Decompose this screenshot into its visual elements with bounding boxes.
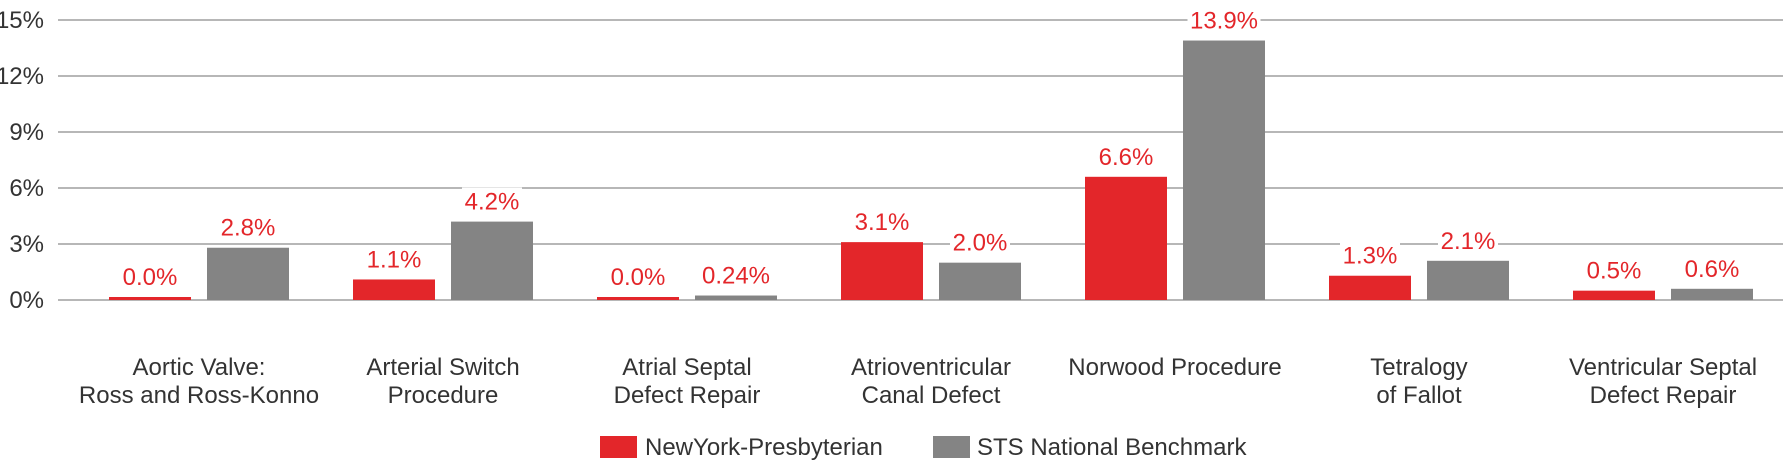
category-label: Procedure (388, 382, 499, 409)
category-label: Defect Repair (1590, 382, 1737, 409)
data-label: 0.0% (611, 264, 666, 291)
legend-label: STS National Benchmark (977, 434, 1247, 461)
category-label: Canal Defect (862, 382, 1001, 409)
data-label-background (950, 228, 1010, 257)
y-axis: 0% 3% 6% 9% 12% 15% (0, 7, 44, 314)
data-label: 3.1% (855, 209, 910, 236)
data-label: 2.1% (1441, 228, 1496, 255)
data-label: 0.24% (702, 263, 770, 290)
y-tick-label: 9% (9, 119, 44, 146)
category-label: of Fallot (1376, 382, 1462, 409)
data-label-background (1096, 142, 1156, 171)
bar (207, 247, 289, 300)
category-label: Tetralogy (1370, 354, 1467, 381)
category-label: Norwood Procedure (1068, 354, 1281, 381)
data-label: 0.6% (1685, 256, 1740, 283)
y-tick-label: 12% (0, 63, 44, 90)
legend: NewYork-Presbyterian STS National Benchma… (600, 434, 1247, 461)
category-label: Aortic Valve: (133, 354, 266, 381)
category-label: Arterial Switch (366, 354, 519, 381)
data-label-background (1187, 6, 1261, 35)
category-label: Ross and Ross-Konno (79, 382, 319, 409)
bar (841, 242, 923, 300)
data-label: 13.9% (1190, 8, 1258, 35)
data-label: 2.8% (221, 215, 276, 242)
data-label: 1.3% (1343, 243, 1398, 270)
x-axis: Aortic Valve:Ross and Ross-Konno Arterial… (79, 354, 1757, 409)
data-label: 6.6% (1099, 144, 1154, 171)
category-label: Atrial Septal (622, 354, 751, 381)
data-label-background (852, 208, 912, 237)
data-label-background (364, 245, 424, 274)
data-label: 4.2% (465, 189, 520, 216)
legend-swatch (600, 436, 637, 458)
bar (451, 221, 533, 300)
data-label-background (218, 213, 278, 242)
category-label: Defect Repair (614, 382, 761, 409)
bar (1427, 260, 1509, 300)
data-label-background (1340, 241, 1400, 270)
bar (1329, 275, 1411, 300)
data-label-background (120, 263, 180, 291)
y-tick-label: 15% (0, 7, 44, 34)
bar (353, 279, 435, 300)
bar (109, 297, 191, 300)
y-tick-label: 6% (9, 175, 44, 202)
bar (1671, 288, 1753, 300)
category-label: Atrioventricular (851, 354, 1011, 381)
data-labels: 0.0% 1.1% 0.0% 3.1% 6.6% 1.3% 0.5% 2.8% 4.2% 0.24… (120, 6, 1742, 291)
data-label: 2.0% (953, 230, 1008, 257)
bar (1085, 176, 1167, 300)
data-label-background (1584, 256, 1644, 285)
bar (695, 295, 777, 300)
data-label-background (1682, 254, 1742, 283)
data-label-background (462, 187, 522, 216)
legend-swatch (933, 436, 970, 458)
data-label-background (608, 263, 668, 291)
data-label-background (699, 261, 773, 290)
bar (1573, 290, 1655, 300)
data-label: 1.1% (367, 246, 422, 273)
bars (109, 40, 1753, 301)
data-label: 0.0% (123, 264, 178, 291)
category-label: Ventricular Septal (1569, 354, 1757, 381)
legend-label: NewYork-Presbyterian (645, 434, 883, 461)
bar (939, 262, 1021, 300)
data-label-background (1438, 226, 1498, 255)
bar (597, 297, 679, 300)
data-label: 0.5% (1587, 258, 1642, 285)
y-tick-label: 3% (9, 231, 44, 258)
bar (1183, 40, 1265, 301)
y-tick-label: 0% (9, 287, 44, 314)
